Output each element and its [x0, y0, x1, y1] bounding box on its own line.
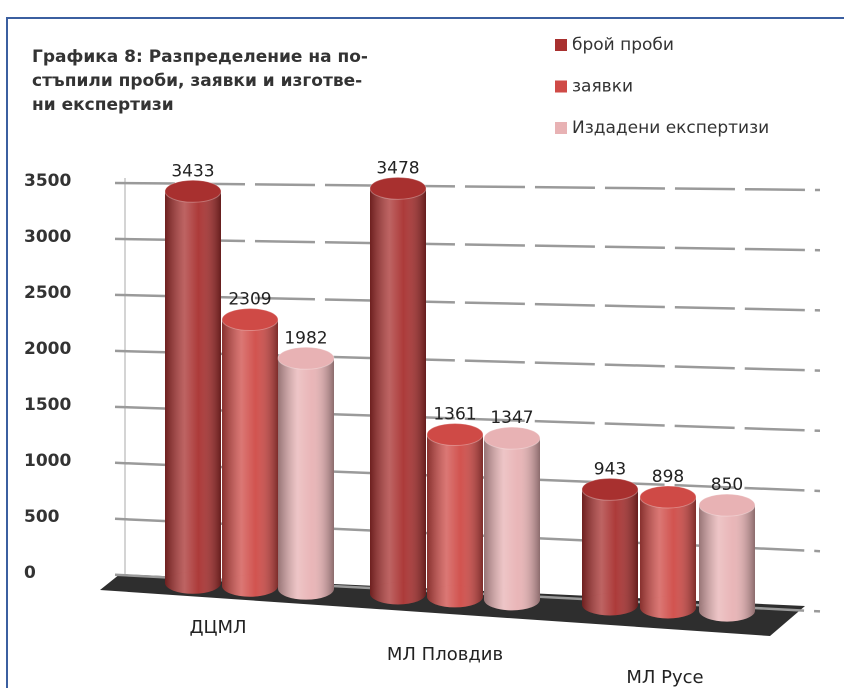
- grid-line: [114, 181, 821, 192]
- cylinder-bottom-shade: [640, 596, 696, 619]
- legend-swatch: [555, 39, 567, 51]
- grid-line: [114, 237, 821, 252]
- legend-label: брой проби: [572, 35, 674, 55]
- legend-label: заявки: [572, 77, 633, 97]
- value-label: 1361: [433, 405, 476, 425]
- y-tick-label: 0: [24, 563, 36, 583]
- cylinder-shade: [427, 434, 483, 597]
- cylinder-top: [698, 493, 756, 517]
- y-tick-label: 1000: [24, 451, 71, 471]
- cylinder-bottom-shade: [370, 582, 426, 605]
- y-tick-label: 2000: [24, 339, 71, 359]
- cylinder-top: [369, 176, 427, 200]
- y-tick-label: 2500: [24, 283, 71, 303]
- value-label: 2309: [228, 290, 271, 310]
- cylinder-shade: [582, 489, 638, 605]
- cylinder-top: [639, 485, 697, 509]
- chart-title: Графика 8: Разпределение на по-: [32, 47, 368, 67]
- value-label: 898: [652, 467, 684, 487]
- cylinder-bottom-shade: [222, 574, 278, 597]
- cylinder-top: [483, 426, 541, 450]
- value-label: 1982: [284, 328, 327, 348]
- cylinder-top: [426, 423, 484, 447]
- chart-title: ни експертизи: [32, 95, 174, 115]
- value-label: 1347: [490, 408, 533, 428]
- cylinder-top: [277, 346, 335, 370]
- cylinder-bottom-shade: [278, 577, 334, 600]
- cylinder-shade: [640, 497, 696, 608]
- cylinder-shade: [699, 505, 755, 611]
- chart-title: стъпили проби, заявки и изготве-: [32, 71, 362, 91]
- cylinder-top: [164, 179, 222, 203]
- cylinder-bottom-shade: [699, 599, 755, 622]
- cylinder-bottom-shade: [582, 593, 638, 616]
- x-tick-label: ДЦМЛ: [189, 617, 246, 638]
- cylinder-top: [221, 308, 279, 332]
- value-label: 943: [594, 459, 626, 479]
- cylinder-shade: [370, 188, 426, 594]
- cylinder-bottom-shade: [165, 571, 221, 594]
- value-label: 3478: [376, 158, 419, 178]
- y-tick-label: 3500: [24, 171, 71, 191]
- cylinder-shade: [484, 438, 540, 600]
- y-tick-label: 3000: [24, 227, 71, 247]
- grid-line: [114, 293, 821, 312]
- cylinder-bottom-shade: [427, 585, 483, 608]
- legend-swatch: [555, 80, 567, 93]
- legend-label: Издадени експертизи: [572, 118, 769, 138]
- cylinder-top: [581, 477, 639, 501]
- cylinder-bottom-shade: [484, 588, 540, 611]
- x-tick-label: МЛ Русе: [626, 667, 703, 688]
- y-tick-label: 1500: [24, 395, 71, 415]
- value-label: 850: [711, 475, 743, 495]
- cylinder-shade: [222, 319, 278, 586]
- x-tick-label: МЛ Пловдив: [387, 644, 503, 665]
- cylinder-shade: [278, 358, 334, 589]
- value-label: 3433: [171, 161, 214, 181]
- cylinder-shade: [165, 191, 221, 583]
- y-tick-label: 500: [24, 507, 60, 527]
- legend-swatch: [555, 122, 567, 134]
